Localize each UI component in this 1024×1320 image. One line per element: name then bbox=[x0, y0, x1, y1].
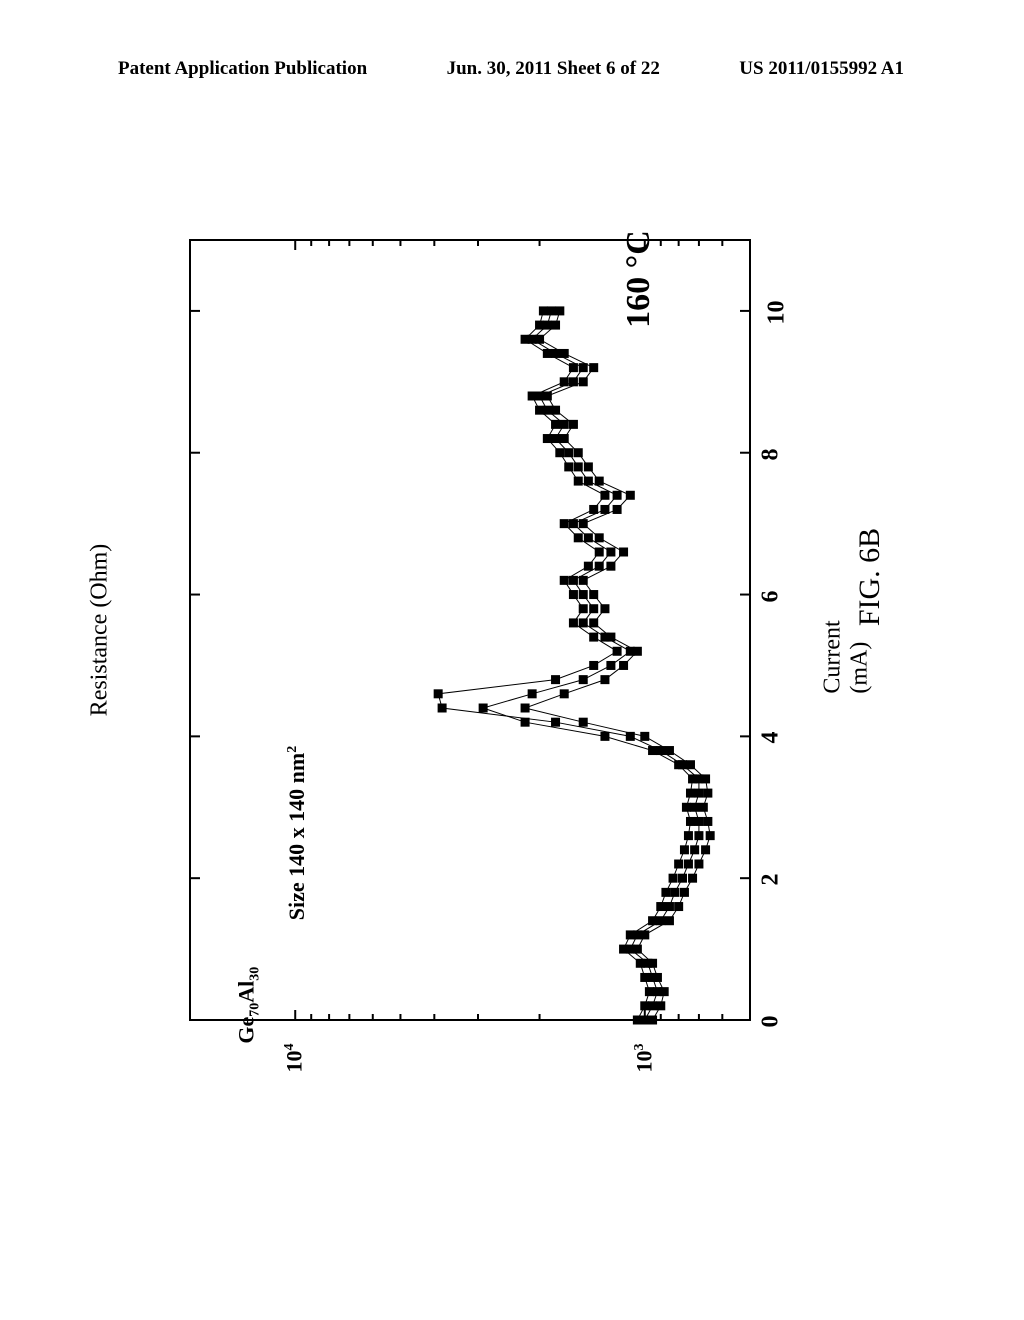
figure-label: FIG. 6B bbox=[853, 528, 887, 626]
y-tick-label: 103 bbox=[631, 1044, 657, 1073]
y-tick-label: 104 bbox=[282, 1044, 308, 1073]
x-tick-label: 6 bbox=[758, 590, 785, 602]
page-header: Patent Application Publication Jun. 30, … bbox=[0, 58, 1024, 80]
y-axis-title: Resistance (Ohm) bbox=[87, 544, 114, 717]
header-center: Jun. 30, 2011 Sheet 6 of 22 bbox=[447, 58, 660, 80]
header-left: Patent Application Publication bbox=[118, 58, 367, 80]
x-tick-label: 10 bbox=[764, 300, 791, 324]
x-tick-label: 2 bbox=[758, 874, 785, 886]
chart-plot bbox=[170, 220, 770, 1040]
x-tick-label: 8 bbox=[758, 448, 785, 460]
header-right: US 2011/0155992 A1 bbox=[739, 58, 904, 80]
x-tick-label: 4 bbox=[758, 732, 785, 744]
x-axis-title: Current (mA) bbox=[820, 620, 874, 693]
x-tick-label: 0 bbox=[758, 1016, 785, 1028]
chart-container: Resistance (Ohm) 160 °C Ge70Al30 Size 14… bbox=[170, 220, 770, 1040]
